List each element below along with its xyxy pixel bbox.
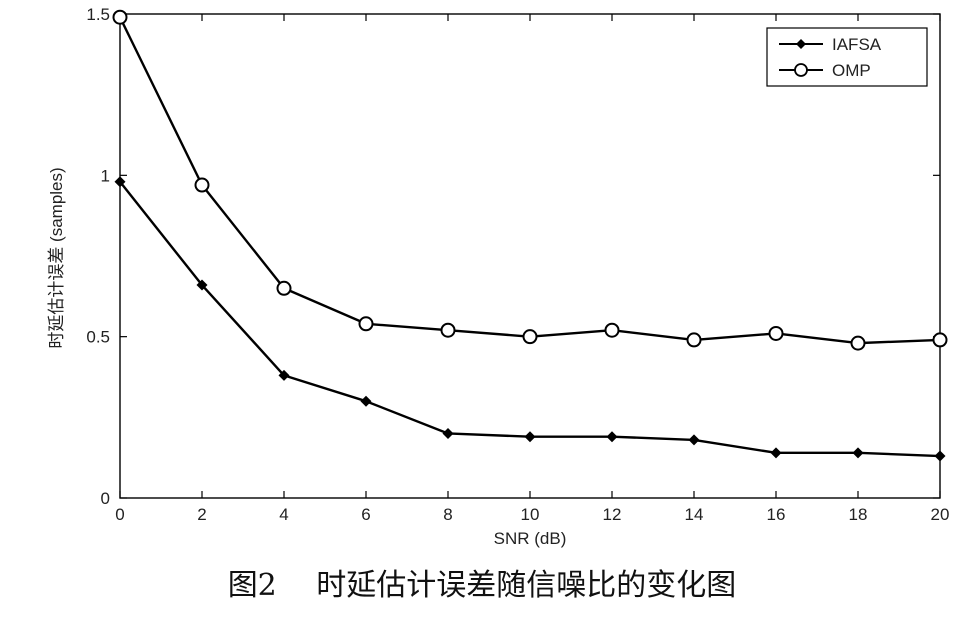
data-point-iafsa xyxy=(278,369,290,381)
data-point-iafsa xyxy=(688,434,700,446)
data-point-iafsa xyxy=(606,431,618,443)
y-axis-label: 时延估计误差 (samples) xyxy=(47,167,66,348)
x-tick-label: 12 xyxy=(603,505,622,524)
y-tick-label: 0.5 xyxy=(86,328,110,347)
series-layer xyxy=(112,9,948,462)
y-tick-label: 1.5 xyxy=(86,5,110,24)
legend-label-iafsa: IAFSA xyxy=(832,35,882,54)
x-tick-label: 2 xyxy=(197,505,206,524)
data-point-omp xyxy=(112,9,128,25)
x-tick-label: 16 xyxy=(767,505,786,524)
data-point-omp xyxy=(440,322,456,338)
series-line-iafsa xyxy=(119,181,941,458)
y-tick-label: 1 xyxy=(101,166,110,185)
data-point-omp xyxy=(194,177,210,193)
series-iafsa xyxy=(114,176,946,462)
data-point-iafsa xyxy=(114,176,126,188)
legend: IAFSA OMP xyxy=(766,27,928,87)
x-tick-label: 10 xyxy=(521,505,540,524)
figure-caption: 图2 时延估计误差随信噪比的变化图 xyxy=(227,568,737,603)
data-point-omp xyxy=(276,280,292,296)
legend-label-omp: OMP xyxy=(832,61,871,80)
data-point-omp xyxy=(358,316,374,332)
data-point-omp xyxy=(768,325,784,341)
x-tick-label: 18 xyxy=(849,505,868,524)
legend-marker-iafsa xyxy=(796,39,806,49)
legend-box xyxy=(766,27,928,87)
data-point-omp xyxy=(604,322,620,338)
data-point-iafsa xyxy=(196,279,208,291)
data-point-iafsa xyxy=(852,447,864,459)
data-point-iafsa xyxy=(934,450,946,462)
line-chart: 0 2 4 6 8 10 12 14 16 18 20 0 0.5 1 1.5 SNR (dB) 时延估计… xyxy=(47,5,949,548)
data-point-iafsa xyxy=(770,447,782,459)
y-tick-label: 0 xyxy=(101,489,110,508)
x-axis-ticks: 0 2 4 6 8 10 12 14 16 18 20 xyxy=(115,14,949,524)
x-tick-label: 6 xyxy=(361,505,370,524)
data-point-omp xyxy=(522,329,538,345)
x-tick-label: 20 xyxy=(931,505,950,524)
data-point-iafsa xyxy=(442,427,454,439)
x-tick-label: 8 xyxy=(443,505,452,524)
x-tick-label: 4 xyxy=(279,505,288,524)
x-tick-label: 0 xyxy=(115,505,124,524)
x-axis-label: SNR (dB) xyxy=(494,529,567,548)
data-point-omp xyxy=(686,332,702,348)
data-point-omp xyxy=(932,332,948,348)
data-point-iafsa xyxy=(360,395,372,407)
series-omp xyxy=(112,9,948,351)
y-axis-ticks: 0 0.5 1 1.5 xyxy=(86,5,940,508)
legend-marker-omp xyxy=(794,63,808,77)
data-point-iafsa xyxy=(524,431,536,443)
data-point-omp xyxy=(850,335,866,351)
x-tick-label: 14 xyxy=(685,505,704,524)
